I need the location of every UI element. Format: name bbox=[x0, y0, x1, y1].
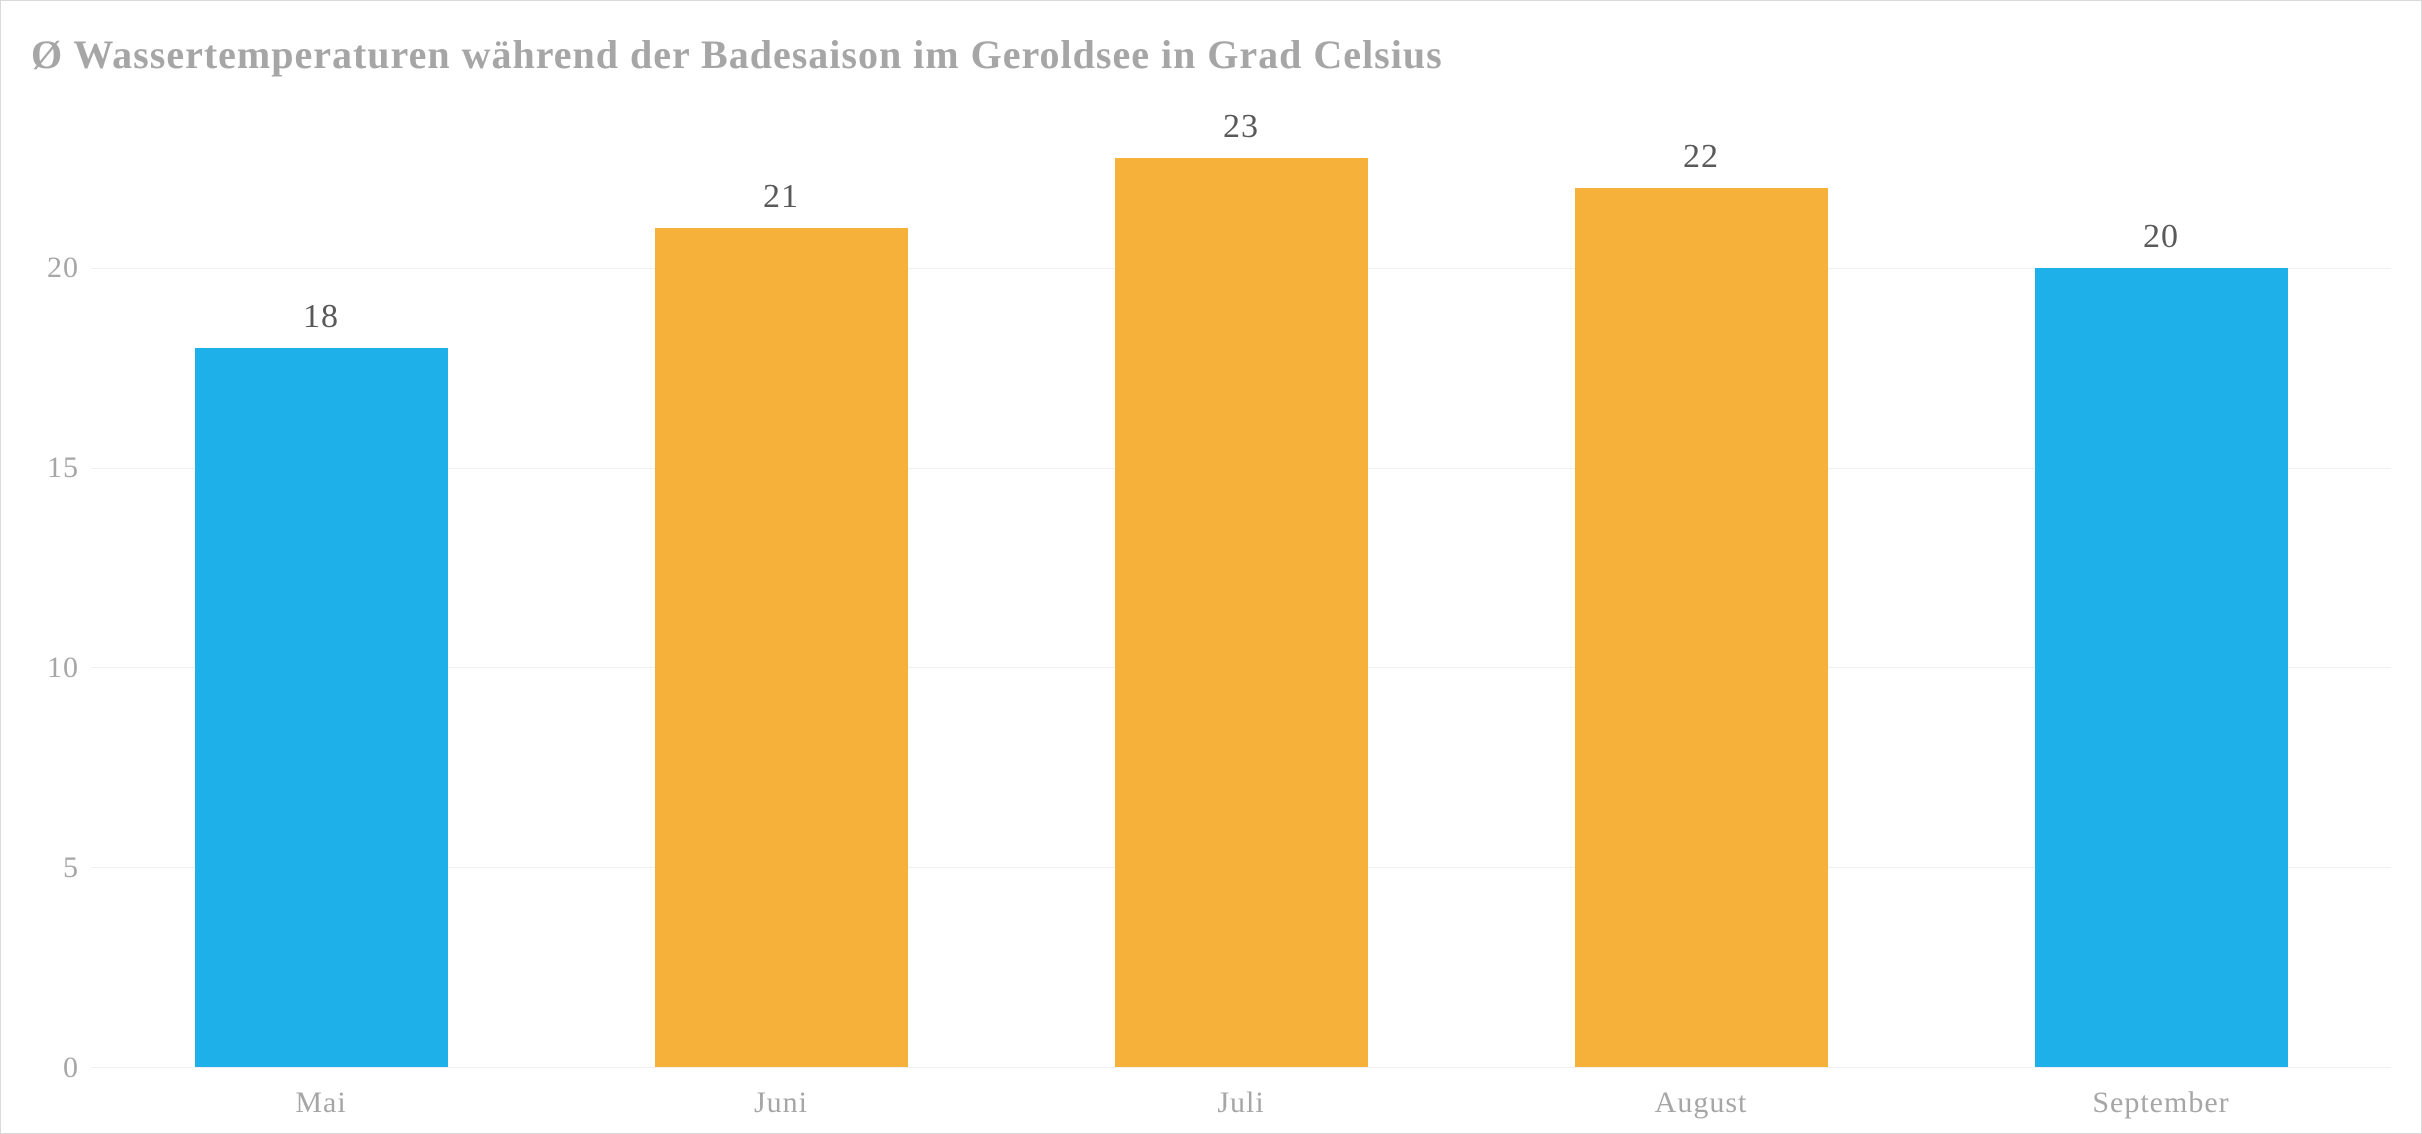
bar-slot: 22 bbox=[1471, 108, 1931, 1067]
y-tick-label: 5 bbox=[63, 851, 79, 885]
bar-slot: 21 bbox=[551, 108, 1011, 1067]
plot-wrapper: 05101520 1821232220 bbox=[31, 108, 2391, 1068]
bar-slot: 23 bbox=[1011, 108, 1471, 1067]
bars-row: 18 21 23 22 20 bbox=[91, 108, 2391, 1067]
y-axis: 05101520 bbox=[31, 108, 91, 1068]
bar-value-label: 22 bbox=[1683, 138, 1719, 176]
x-tick-slot: Juli bbox=[1011, 1086, 1471, 1120]
bar bbox=[1115, 158, 1368, 1067]
x-axis: Mai Juni Juli August September bbox=[91, 1086, 2391, 1120]
x-tick-slot: Juni bbox=[551, 1086, 1011, 1120]
x-tick-label: September bbox=[2092, 1086, 2229, 1119]
y-tick-label: 20 bbox=[47, 251, 79, 285]
chart-container: Ø Wassertemperaturen während der Badesai… bbox=[0, 0, 2422, 1134]
x-tick-label: Juni bbox=[754, 1086, 808, 1119]
x-tick-slot: Mai bbox=[91, 1086, 551, 1120]
bar bbox=[1575, 188, 1828, 1067]
bar-value-label: 18 bbox=[303, 298, 339, 336]
bar bbox=[655, 228, 908, 1067]
x-tick-label: August bbox=[1655, 1086, 1748, 1119]
chart-title: Ø Wassertemperaturen während der Badesai… bbox=[31, 31, 2391, 78]
x-tick-slot: August bbox=[1471, 1086, 1931, 1120]
y-tick-label: 0 bbox=[63, 1051, 79, 1085]
bar-value-label: 23 bbox=[1223, 108, 1259, 146]
bar-slot: 20 bbox=[1931, 108, 2391, 1067]
gridline bbox=[91, 1067, 2391, 1068]
bar bbox=[2035, 268, 2288, 1067]
plot-area: 18 21 23 22 20 bbox=[91, 108, 2391, 1068]
y-tick-label: 15 bbox=[47, 451, 79, 485]
bar-slot: 18 bbox=[91, 108, 551, 1067]
x-tick-label: Mai bbox=[295, 1086, 346, 1119]
bar-value-label: 20 bbox=[2143, 218, 2179, 256]
x-tick-slot: September bbox=[1931, 1086, 2391, 1120]
x-tick-label: Juli bbox=[1217, 1086, 1264, 1119]
bar bbox=[195, 348, 448, 1067]
y-tick-label: 10 bbox=[47, 651, 79, 685]
bar-value-label: 21 bbox=[763, 178, 799, 216]
